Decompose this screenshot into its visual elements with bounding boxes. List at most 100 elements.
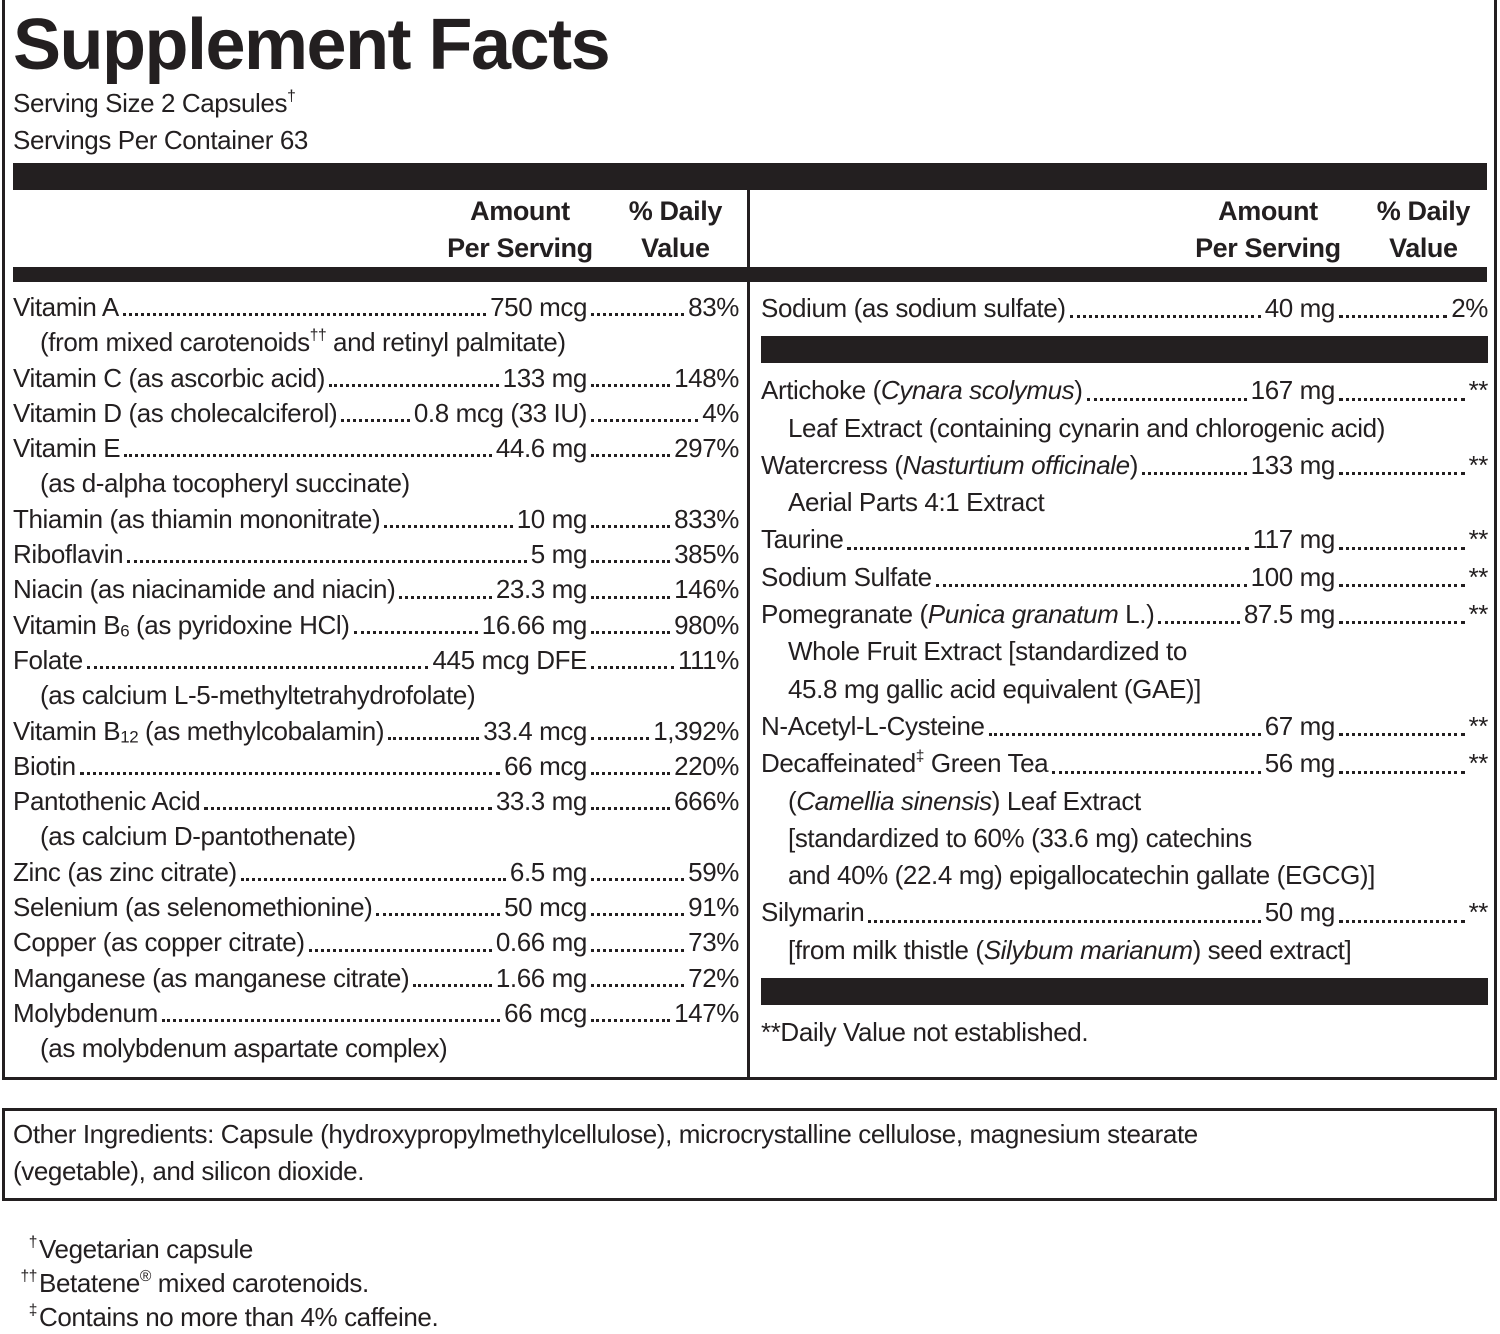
- amount: 66 mcg: [504, 997, 587, 1028]
- nutrient-detail: 45.8 mg gallic acid equivalent (GAE)]: [788, 673, 1201, 704]
- nutrient-detail: (Camellia sinensis) Leaf Extract: [761, 783, 1488, 820]
- name-amount: Sodium (as sodium sulfate) 40 mg: [761, 290, 1335, 327]
- daily-value-cell: 297%: [587, 431, 739, 466]
- amount: 6.5 mg: [509, 856, 587, 887]
- nutrient-name: Pantothenic Acid: [13, 786, 201, 817]
- left-header: Amount Per Serving % Daily Value: [13, 193, 722, 267]
- leader-dots: [240, 878, 506, 882]
- daily-value-cell: 980%: [587, 608, 739, 643]
- header-line: Value: [641, 233, 710, 263]
- name-amount: Niacin (as niacinamide and niacin) 23.3 m…: [13, 572, 587, 607]
- leader-dots: [591, 666, 674, 670]
- leader-dots: [122, 313, 487, 317]
- amount: 50 mcg: [504, 892, 587, 923]
- nutrient-row: Decaffeinated‡ Green Tea 56 mg **: [761, 745, 1488, 782]
- name-amount: Pomegranate (Punica granatum L.) 87.5 mg: [761, 596, 1335, 633]
- nutrient-name: Vitamin C (as ascorbic acid): [13, 362, 325, 393]
- leader-dots: [79, 772, 501, 776]
- leader-dots: [591, 525, 671, 529]
- nutrient-name: Vitamin B12 (as methylcobalamin): [13, 714, 385, 749]
- nutrient-name: Vitamin D (as cholecalciferol): [13, 397, 338, 428]
- amount: 1.66 mg: [495, 962, 588, 993]
- nutrient-detail: Aerial Parts 4:1 Extract: [788, 487, 1045, 518]
- amount: 117 mg: [1252, 524, 1336, 555]
- name-amount: Decaffeinated‡ Green Tea 56 mg: [761, 745, 1335, 782]
- header-line: Per Serving: [447, 233, 593, 263]
- nutrient-row: Pantothenic Acid 33.3 mg 666%: [13, 784, 739, 819]
- name-amount: N-Acetyl-L-Cysteine 67 mg: [761, 708, 1335, 745]
- nutrient-detail: (as d-alpha tocopheryl succinate): [40, 468, 410, 499]
- name-amount: Sodium Sulfate 100 mg: [761, 559, 1335, 596]
- daily-value: 59%: [688, 856, 739, 887]
- daily-value-cell: **: [1335, 745, 1488, 782]
- name-amount: Vitamin A 750 mcg: [13, 290, 587, 325]
- leader-dots: [1339, 546, 1465, 550]
- leader-dots: [591, 383, 671, 387]
- amount: 445 mcg DFE: [432, 644, 587, 675]
- daily-value: 220%: [674, 750, 739, 781]
- nutrient-row: Biotin 66 mcg 220%: [13, 749, 739, 784]
- daily-value-cell: 4%: [587, 396, 739, 431]
- amount: 133 mg: [1250, 449, 1336, 480]
- text-part: (: [788, 785, 797, 816]
- text-part: Vitamin B: [13, 715, 121, 746]
- nutrient-name: Copper (as copper citrate): [13, 927, 305, 958]
- daily-value-cell: 59%: [587, 855, 739, 890]
- amount: 50 mg: [1264, 897, 1336, 928]
- daily-value: 666%: [674, 786, 739, 817]
- daily-value-cell: 666%: [587, 784, 739, 819]
- daily-value: **: [1468, 524, 1488, 555]
- nutrient-name: Watercress (Nasturtium officinale): [761, 447, 1138, 484]
- text-part: †: [287, 88, 296, 106]
- nutrient-row: Thiamin (as thiamin mononitrate) 10 mg 833…: [13, 502, 739, 537]
- other-ingredients: Other Ingredients: Capsule (hydroxypropy…: [13, 1116, 1198, 1190]
- leader-dots: [329, 383, 499, 387]
- nutrient-detail: Leaf Extract (containing cynarin and chl…: [788, 412, 1385, 443]
- nutrient-row: Selenium (as selenomethionine) 50 mcg 91%: [13, 890, 739, 925]
- text-part: Green Tea: [924, 748, 1049, 779]
- text-part: Decaffeinated: [761, 748, 916, 779]
- daily-value: **: [1468, 375, 1488, 406]
- nutrient-name: Vitamin E: [13, 433, 121, 464]
- nutrient-name: Manganese (as manganese citrate): [13, 962, 410, 993]
- nutrient-detail: (as molybdenum aspartate complex): [40, 1033, 448, 1064]
- leader-dots: [847, 546, 1249, 550]
- amount: 23.3 mg: [495, 574, 588, 605]
- name-amount: Vitamin C (as ascorbic acid) 133 mg: [13, 361, 587, 396]
- text-part: Cynara scolymus: [880, 375, 1075, 406]
- header-line: Value: [1389, 233, 1458, 263]
- serving-size: Serving Size 2 Capsules†: [13, 85, 308, 122]
- daily-value-cell: 72%: [587, 961, 739, 996]
- nutrient-name: Biotin: [13, 750, 76, 781]
- nutrient-name: Selenium (as selenomethionine): [13, 892, 373, 923]
- text-part: ††: [309, 327, 327, 345]
- text-part: Camellia sinensis: [796, 785, 992, 816]
- leader-dots: [1339, 621, 1465, 625]
- leader-dots: [127, 560, 527, 564]
- nutrient-row: Riboflavin 5 mg 385%: [13, 537, 739, 572]
- nutrient-row: Vitamin C (as ascorbic acid) 133 mg 148%: [13, 361, 739, 396]
- daily-value: 83%: [688, 292, 739, 322]
- daily-value-cell: 2%: [1335, 290, 1488, 327]
- leader-dots: [591, 948, 685, 952]
- leader-dots: [591, 878, 685, 882]
- leader-dots: [1069, 315, 1261, 319]
- nutrient-detail: (as calcium L-5-methyltetrahydrofolate): [40, 680, 476, 711]
- leader-dots: [591, 454, 671, 458]
- text-part: Silybum marianum: [983, 934, 1193, 965]
- amount: 167 mg: [1250, 375, 1336, 406]
- daily-value: 111%: [677, 644, 739, 675]
- daily-value-cell: 220%: [587, 749, 739, 784]
- daily-value-cell: 73%: [587, 925, 739, 960]
- footnote: †Vegetarian capsule: [28, 1234, 254, 1264]
- daily-value-cell: 148%: [587, 361, 739, 396]
- amount: 16.66 mg: [481, 609, 588, 640]
- daily-value: 833%: [674, 503, 739, 534]
- leader-dots: [1339, 315, 1448, 319]
- daily-value-cell: **: [1335, 372, 1488, 409]
- amount: 44.6 mg: [495, 433, 588, 464]
- daily-value: 1,392%: [653, 715, 739, 746]
- leader-dots: [1339, 584, 1465, 588]
- nutrient-row: Vitamin D (as cholecalciferol) 0.8 mcg (3…: [13, 396, 739, 431]
